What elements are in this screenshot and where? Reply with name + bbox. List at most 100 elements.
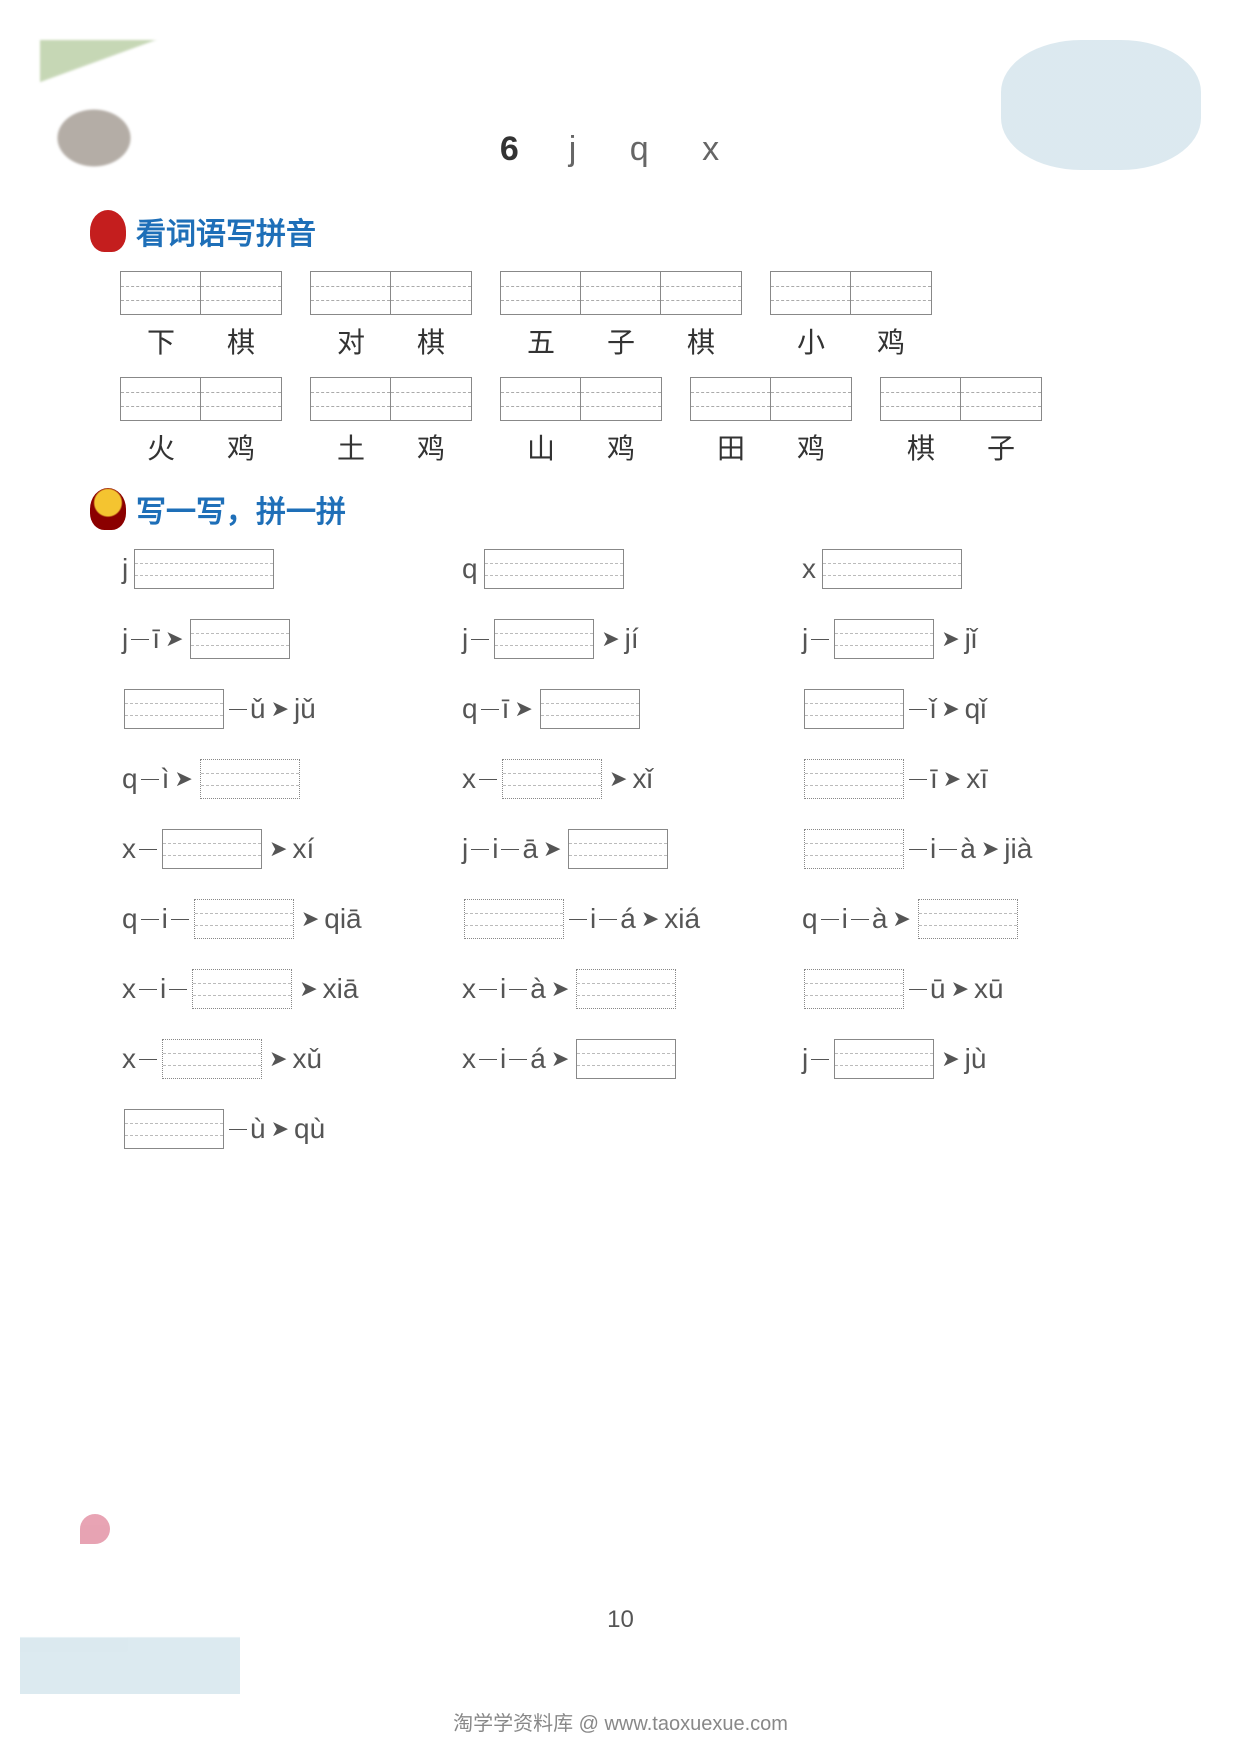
hanzi-char: 鸡 (851, 321, 931, 361)
chain-text: j (122, 623, 128, 655)
pinyin-chain: j➤jí (460, 619, 740, 659)
pinyin-write-box (771, 272, 851, 314)
pinyin-write-box (881, 378, 961, 420)
section1-title: 看词语写拼音 (136, 209, 316, 253)
pinyin-chain: ū➤xū (800, 969, 1080, 1009)
page-number: 10 (607, 1606, 634, 1634)
pinyin-chain: ù➤qù (120, 1109, 400, 1149)
chain-text: q (462, 693, 478, 725)
word-row: 下棋对棋五子棋小鸡 (120, 271, 1151, 361)
pinyin-write-box (661, 272, 741, 314)
pinyin-chain: iá➤xiá (460, 899, 740, 939)
pinyin-write-box (501, 272, 581, 314)
pinyin-chain: jiā➤ (460, 829, 740, 869)
word-chars: 棋子 (881, 427, 1041, 467)
pinyin-chain: qī➤ (460, 689, 740, 729)
pinyin-fill-box (804, 689, 904, 729)
arrow-icon: ➤ (981, 836, 999, 862)
lesson-number: 6 (500, 130, 541, 168)
hanzi-char: 鸡 (771, 427, 851, 467)
chain-text: i (500, 1043, 506, 1075)
pinyin-fill-box (568, 829, 668, 869)
connector-dash (811, 1059, 829, 1060)
chain-row: x➤xíjiā➤ià➤jià (120, 829, 1151, 869)
pinyin-chain-area: jqxjī➤j➤jíj➤jǐǔ➤jǔqī➤ǐ➤qǐqì➤x➤xǐī➤xīx➤xí… (120, 549, 1151, 1149)
chain-text: ǔ (250, 693, 266, 725)
decoration-bottom-left (20, 1554, 240, 1694)
chain-text: ā (522, 833, 538, 865)
chain-text: j (462, 623, 468, 655)
pinyin-fill-box (124, 689, 224, 729)
pinyin-write-box (581, 378, 661, 420)
chain-text: ī (152, 623, 160, 655)
pinyin-chain: xi➤xiā (120, 969, 400, 1009)
pinyin-fill-box (804, 969, 904, 1009)
pinyin-write-boxes (310, 271, 472, 315)
word-cell: 土鸡 (310, 377, 472, 467)
arrow-icon: ➤ (165, 626, 183, 652)
footer-text: 淘学学资料库 @ www.taoxuexue.com (453, 1707, 788, 1736)
connector-dash (479, 989, 497, 990)
connector-dash (229, 1129, 247, 1130)
connector-dash (481, 709, 499, 710)
connector-dash (811, 639, 829, 640)
section2-title: 写一写，拼一拼 (136, 487, 346, 531)
hanzi-char: 对 (311, 321, 391, 361)
hanzi-char: 小 (771, 321, 851, 361)
chain-text: ì (162, 763, 170, 795)
arrow-icon: ➤ (174, 766, 192, 792)
chain-text: j (122, 553, 128, 585)
chain-text: x (122, 833, 136, 865)
word-cell: 山鸡 (500, 377, 662, 467)
pinyin-write-box (391, 378, 471, 420)
connector-dash (909, 849, 927, 850)
chain-text: x (462, 1043, 476, 1075)
word-chars: 山鸡 (501, 427, 661, 467)
hanzi-char: 子 (581, 321, 661, 361)
chain-text: i (590, 903, 596, 935)
word-chars: 下棋 (121, 321, 281, 361)
chain-text: xí (292, 833, 314, 865)
hanzi-char: 棋 (201, 321, 281, 361)
pinyin-chain: x➤xǔ (120, 1039, 400, 1079)
word-chars: 土鸡 (311, 427, 471, 467)
pinyin-fill-box (576, 1039, 676, 1079)
word-cell: 对棋 (310, 271, 472, 361)
chain-row: ù➤qù (120, 1109, 1151, 1149)
chain-text: jù (965, 1043, 987, 1075)
pinyin-fill-box (484, 549, 624, 589)
pinyin-fill-box (540, 689, 640, 729)
arrow-icon: ➤ (271, 1116, 289, 1142)
connector-dash (599, 919, 617, 920)
connector-dash (139, 989, 157, 990)
pinyin-fill-box (502, 759, 602, 799)
chain-text: i (160, 973, 166, 1005)
chain-text: jǐ (965, 623, 977, 655)
pinyin-fill-box (834, 1039, 934, 1079)
arrow-icon: ➤ (514, 696, 532, 722)
lesson-letters: j q x (569, 130, 741, 168)
chain-text: á (620, 903, 636, 935)
pinyin-fill-box (822, 549, 962, 589)
chain-text: i (492, 833, 498, 865)
pinyin-fill-box (804, 759, 904, 799)
arrow-icon: ➤ (271, 696, 289, 722)
chain-text: qiā (324, 903, 361, 935)
pinyin-chain: j➤jǐ (800, 619, 1080, 659)
connector-dash (139, 1059, 157, 1060)
connector-dash (851, 919, 869, 920)
chain-text: xiā (323, 973, 359, 1005)
chain-text: xǐ (632, 763, 652, 795)
connector-dash (471, 639, 489, 640)
word-chars: 对棋 (311, 321, 471, 361)
pinyin-write-box (201, 378, 281, 420)
pinyin-write-boxes (770, 271, 932, 315)
chain-row: jqx (120, 549, 1151, 589)
pinyin-write-box (691, 378, 771, 420)
pinyin-chain: xià➤ (460, 969, 740, 1009)
chain-row: jī➤j➤jíj➤jǐ (120, 619, 1151, 659)
pinyin-write-box (121, 272, 201, 314)
chain-row: xi➤xiā xià➤ ū➤xū (120, 969, 1151, 1009)
pinyin-chain: xiá➤ (460, 1039, 740, 1079)
section2-header: 写一写，拼一拼 (90, 487, 1151, 531)
